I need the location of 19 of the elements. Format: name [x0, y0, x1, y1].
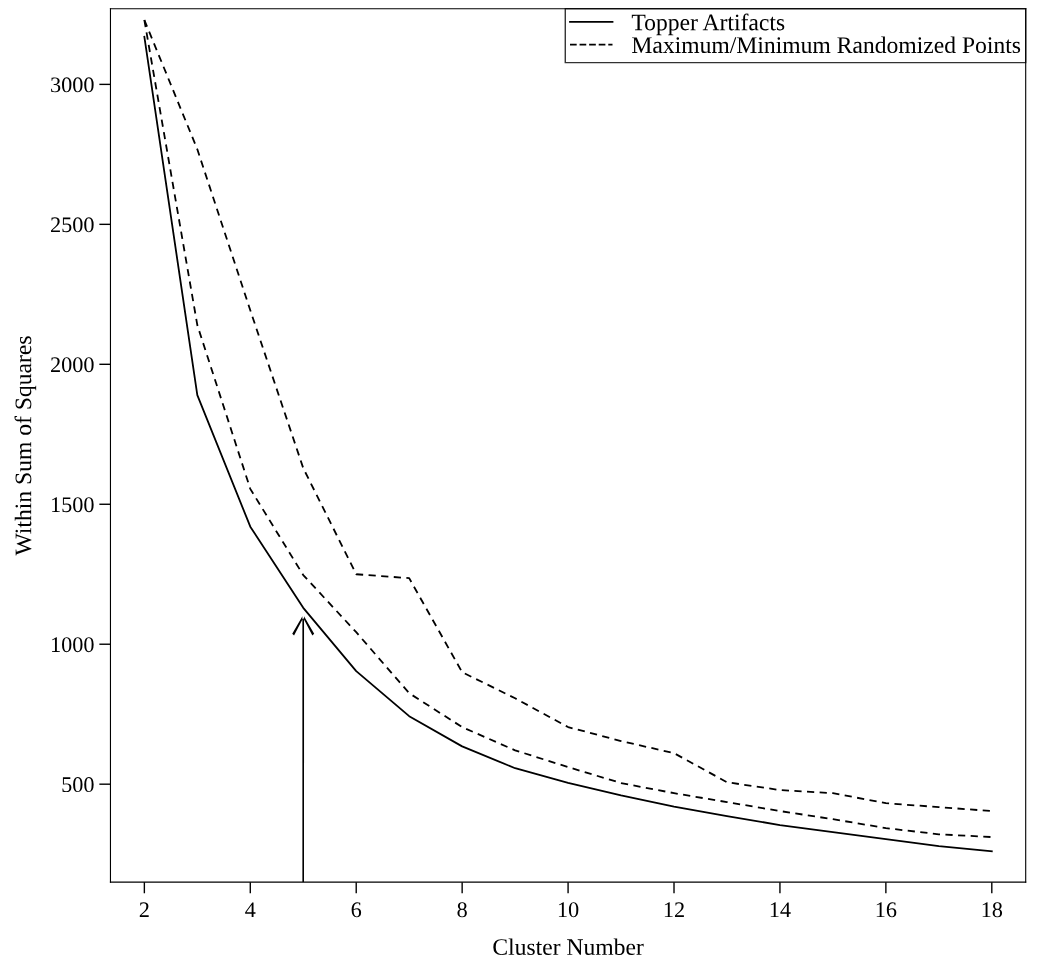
x-tick-label: 12: [664, 902, 684, 918]
x-tick-label: 8: [457, 902, 467, 918]
y-tick-label: 500: [62, 777, 94, 793]
x-tick-label: 16: [876, 902, 897, 918]
x-tick-label: 6: [351, 902, 362, 918]
x-axis-title: Cluster Number: [493, 938, 644, 956]
x-tick-label: 4: [245, 902, 256, 918]
legend-label: Maximum/Minimum Randomized Points: [632, 36, 1021, 54]
x-tick-label: 18: [982, 902, 1003, 918]
x-tick-label: 2: [139, 902, 149, 918]
y-tick-label: 1000: [52, 637, 94, 653]
x-tick-label: 10: [558, 902, 579, 918]
y-axis-title: Within Sum of Squares: [14, 336, 37, 556]
y-tick-label: 2500: [51, 217, 94, 233]
x-tick-label: 14: [770, 902, 791, 918]
y-tick-label: 3000: [51, 77, 94, 93]
y-tick-label: 2000: [51, 357, 94, 373]
legend-label: Topper Artifacts: [631, 13, 785, 36]
y-tick-label: 1500: [52, 497, 94, 513]
